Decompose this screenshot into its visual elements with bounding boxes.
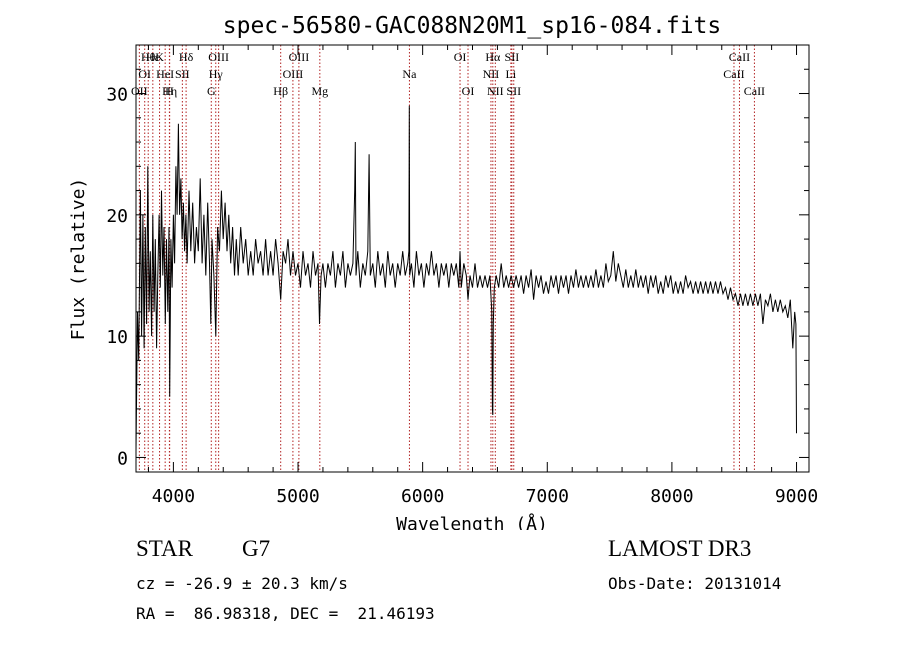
x-tick-label: 5000 [276, 486, 319, 507]
spectral-line-markers [138, 45, 755, 472]
x-tick-label: 7000 [526, 486, 569, 507]
object-subclass: G7 [242, 536, 271, 561]
spectrum-chart: spec-56580-GAC088N20M1_sp16-084.fits Hθ O… [68, 13, 818, 530]
x-axis-label: Wavelength (Å) [396, 513, 548, 530]
line-marker-label: NII [483, 67, 500, 81]
line-marker-label: CaII [729, 50, 750, 64]
line-marker-label: K [155, 50, 164, 64]
line-marker-label: OI [462, 84, 475, 98]
spectral-line-labels: Hθ OI OII HεK HeI Hη SII Hδ H OIII Hγ G Hβ OIII OIII Mg… [131, 50, 765, 98]
y-tick-label: 20 [106, 206, 128, 227]
x-tick-label: 6000 [401, 486, 444, 507]
x-tick-label: 8000 [650, 486, 693, 507]
line-marker-label: Li [506, 67, 517, 81]
line-marker-label: OI [454, 50, 467, 64]
line-marker-label: Hδ [179, 50, 194, 64]
y-tick-label: 10 [106, 327, 128, 348]
x-axis-ticks: 4000 5000 6000 7000 8000 9000 [147, 45, 818, 507]
line-marker-label: Hβ [273, 84, 288, 98]
y-tick-label: 0 [117, 448, 128, 469]
y-tick-label: 30 [106, 85, 128, 106]
x-tick-label: 9000 [775, 486, 818, 507]
line-marker-label: Hγ [209, 67, 224, 81]
line-marker-label: Hε [146, 50, 160, 64]
chart-title: spec-56580-GAC088N20M1_sp16-084.fits [223, 13, 722, 39]
observation-date: Obs-Date: 20131014 [608, 574, 782, 593]
line-marker-label: OII [131, 84, 148, 98]
line-marker-label: Hη [162, 84, 177, 98]
line-marker-label: HeI [156, 67, 174, 81]
line-marker-label: CaII [723, 67, 744, 81]
line-marker-label: SII [505, 50, 520, 64]
coordinates: RA = 86.98318, DEC = 21.46193 [136, 604, 435, 623]
line-marker-label: NII [487, 84, 504, 98]
line-marker-label: OIII [208, 50, 229, 64]
y-axis-label: Flux (relative) [68, 178, 89, 341]
line-marker-label: Hα [485, 50, 501, 64]
x-tick-label: 4000 [152, 486, 195, 507]
line-marker-label: OI [138, 67, 151, 81]
spectrum-line [135, 105, 797, 452]
survey-name: LAMOST DR3 [608, 536, 752, 561]
line-marker-label: Hθ [141, 50, 156, 64]
line-marker-label: SII [175, 67, 190, 81]
line-marker-label: Na [402, 67, 417, 81]
line-marker-label: Mg [311, 84, 328, 98]
redshift-value: cz = -26.9 ± 20.3 km/s [136, 574, 348, 593]
y-axis-ticks: 0 10 20 30 [106, 44, 809, 469]
line-marker-label: OIII [289, 50, 310, 64]
line-marker-label: SII [506, 84, 521, 98]
line-marker-label: G [207, 84, 216, 98]
line-marker-label: CaII [744, 84, 765, 98]
line-marker-label: H [165, 84, 174, 98]
line-marker-label: OIII [283, 67, 304, 81]
object-class: STAR [136, 536, 193, 561]
